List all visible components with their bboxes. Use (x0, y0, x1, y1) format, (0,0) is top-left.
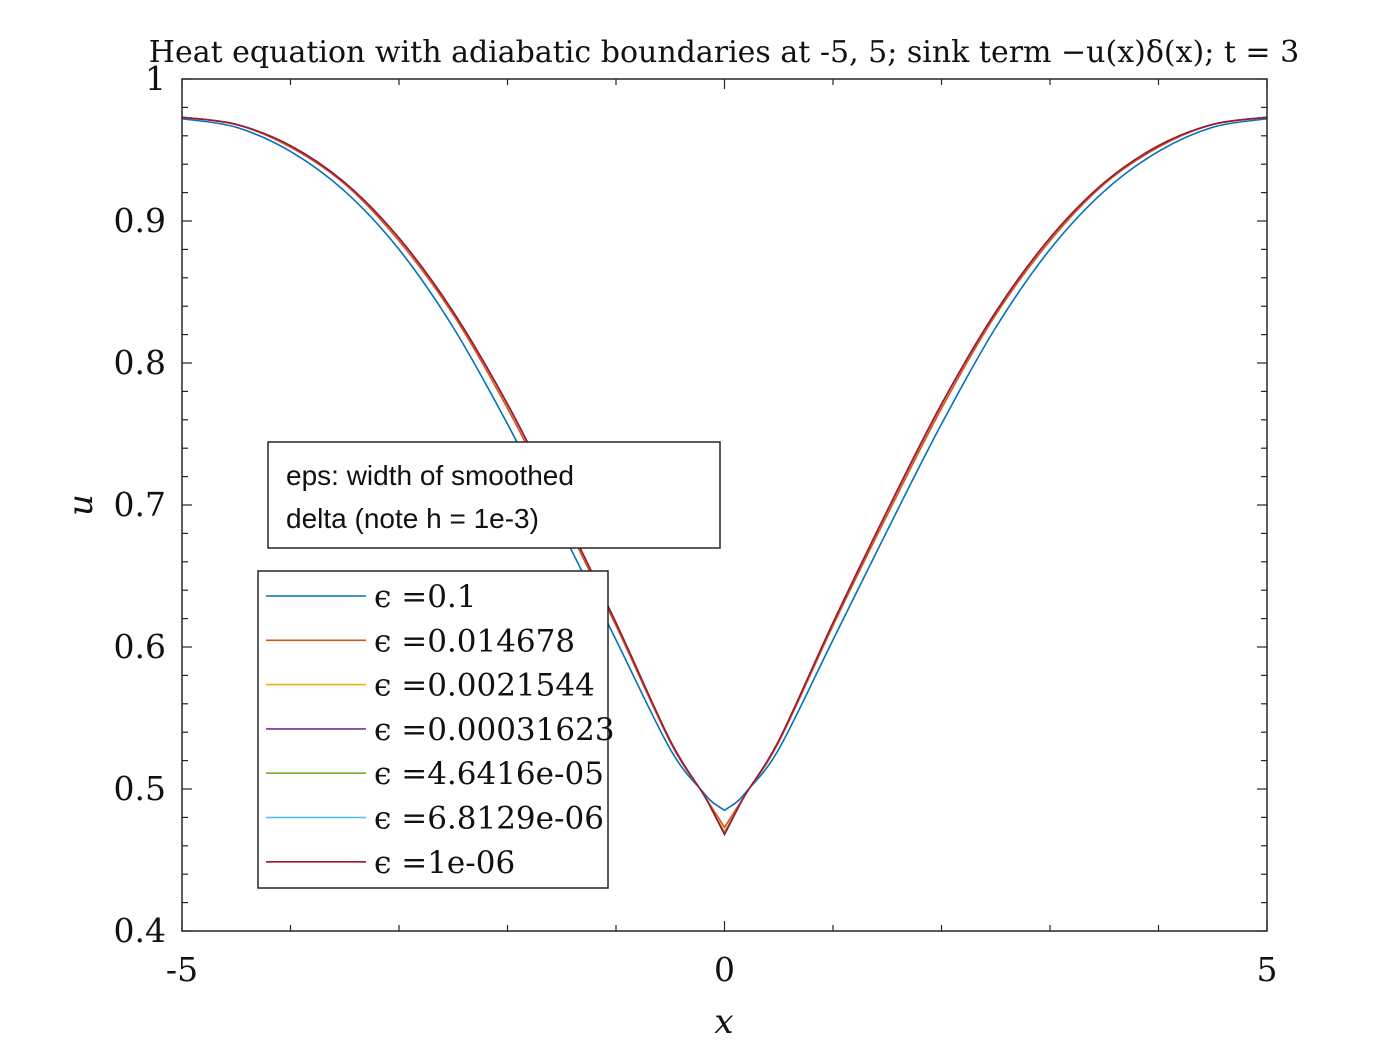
y-tick-label: 0.7 (114, 485, 166, 524)
series-line-2 (181, 116, 1268, 829)
annotation-frame (267, 441, 721, 549)
y-tick-label: 0.8 (114, 343, 166, 382)
axis-ticks (181, 78, 1268, 932)
y-tick-label: 0.4 (114, 911, 166, 950)
annotation-line-2: delta (note h = 1e-3) (286, 503, 539, 534)
annotation-box: eps: width of smoothed delta (note h = 1… (267, 441, 721, 549)
x-axis-label: x (714, 1002, 733, 1042)
plot-frame (181, 78, 1268, 932)
legend-label-5: ϵ =4.6416e-05 (374, 756, 604, 792)
x-tick-labels: -5 0 5 (166, 950, 1278, 989)
legend-label-7: ϵ =1e-06 (374, 845, 515, 881)
legend-label-6: ϵ =6.8129e-06 (374, 801, 604, 837)
y-tick-label: 0.9 (114, 201, 166, 240)
series-line-1 (181, 117, 1268, 812)
legend-items: ϵ =0.1 ϵ =0.014678 ϵ =0.0021544 ϵ =0.000316… (266, 579, 615, 881)
legend: ϵ =0.1 ϵ =0.014678 ϵ =0.0021544 ϵ =0.000316… (257, 570, 615, 889)
y-tick-label: 0.6 (114, 627, 166, 666)
x-tick-label: -5 (166, 950, 198, 989)
y-tick-label: 1 (145, 59, 166, 98)
annotation-line-1: eps: width of smoothed (286, 460, 574, 491)
y-tick-label: 0.5 (114, 769, 166, 808)
y-axis-label: u (61, 494, 101, 516)
legend-label-1: ϵ =0.1 (374, 579, 477, 615)
y-tick-labels: 0.4 0.5 0.6 0.7 0.8 0.9 1 (114, 59, 166, 950)
series-line-7 (181, 116, 1268, 837)
legend-label-4: ϵ =0.00031623 (374, 712, 615, 748)
x-tick-label: 5 (1257, 950, 1278, 989)
legend-label-3: ϵ =0.0021544 (374, 668, 595, 704)
series-lines (181, 116, 1268, 837)
x-tick-label: 0 (714, 950, 735, 989)
chart-title: Heat equation with adiabatic boundaries … (149, 35, 1299, 70)
legend-label-2: ϵ =0.014678 (374, 623, 575, 659)
